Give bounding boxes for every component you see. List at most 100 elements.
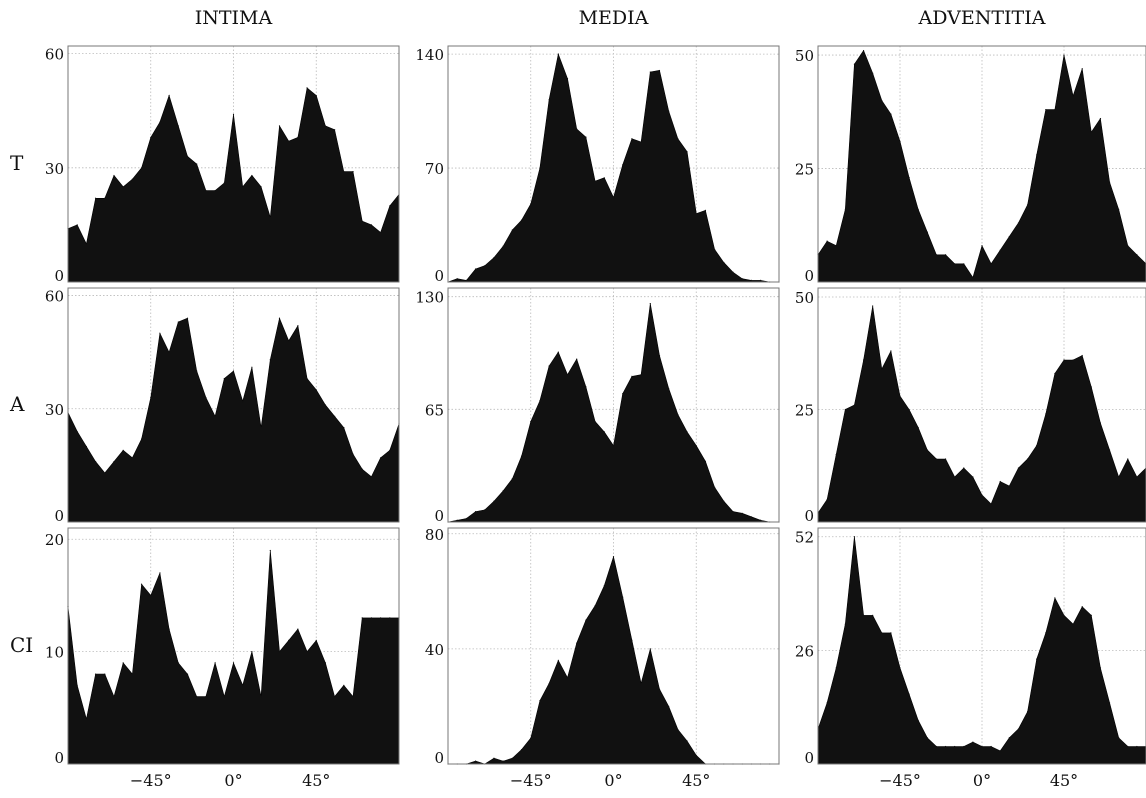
data-point: [150, 396, 152, 399]
y-tick-label: 50: [795, 47, 814, 65]
panel-frame: [67, 45, 400, 283]
column-titles: INTIMA MEDIA ADVENTITIA: [195, 7, 1046, 29]
data-point: [972, 741, 974, 743]
data-point: [1136, 254, 1138, 256]
data-point: [926, 231, 928, 233]
data-point: [548, 365, 550, 367]
data-point: [539, 167, 541, 169]
data-point: [658, 69, 661, 72]
data-point: [714, 248, 716, 251]
data-point: [1054, 108, 1056, 111]
data-point: [566, 77, 569, 80]
data-point: [835, 667, 837, 669]
data-point: [585, 386, 587, 388]
data-point: [232, 113, 235, 116]
data-point: [493, 757, 495, 759]
data-point: [1127, 245, 1129, 247]
panel-a-intima: 0 30 60: [45, 287, 400, 525]
data-point: [881, 368, 883, 370]
data-point: [297, 136, 299, 138]
y-tick-label: 0: [804, 507, 814, 525]
data-point: [899, 667, 901, 669]
data-point: [908, 408, 910, 411]
data-point: [242, 684, 244, 686]
data-point: [214, 662, 216, 664]
data-point: [85, 718, 87, 720]
data-point: [686, 431, 688, 433]
data-point: [990, 503, 992, 505]
data-point: [361, 220, 363, 222]
data-point: [278, 317, 281, 319]
data-point: [622, 596, 624, 598]
data-point: [631, 138, 633, 140]
panel-a-media: 0 65 130: [415, 287, 780, 525]
data-point: [343, 171, 345, 173]
data-point: [315, 94, 317, 97]
data-point: [122, 186, 124, 188]
data-point: [750, 279, 753, 281]
data-point: [76, 224, 78, 226]
data-point: [954, 476, 956, 478]
data-point: [853, 404, 856, 406]
data-point: [890, 632, 892, 634]
data-point: [1136, 745, 1138, 748]
data-point: [917, 426, 919, 429]
data-point: [1017, 467, 1020, 469]
data-point: [881, 99, 883, 102]
data-point: [695, 213, 697, 215]
data-point: [223, 695, 225, 698]
data-point: [1017, 222, 1020, 224]
data-point: [76, 684, 78, 686]
data-point: [1063, 54, 1065, 56]
data-point: [260, 186, 262, 188]
panel-frame: [67, 287, 400, 523]
data-point: [557, 659, 559, 661]
y-tick-label: 25: [795, 402, 814, 420]
data-point: [999, 480, 1001, 483]
area-series: [448, 555, 779, 765]
data-point: [981, 494, 983, 496]
data-point: [844, 623, 846, 625]
data-point: [493, 500, 495, 502]
data-point: [972, 476, 974, 478]
data-point: [1036, 658, 1038, 660]
data-point: [465, 517, 467, 520]
data-point: [278, 651, 281, 653]
data-point: [658, 688, 661, 690]
data-point: [760, 279, 762, 281]
data-point: [520, 749, 523, 751]
column-title-intima: INTIMA: [195, 7, 273, 29]
data-point: [649, 648, 651, 650]
data-point: [306, 651, 308, 653]
data-point: [585, 619, 587, 621]
data-point: [85, 243, 87, 245]
y-tick-label: 70: [425, 160, 444, 178]
data-point: [944, 458, 947, 460]
data-point: [1099, 118, 1102, 120]
data-point: [686, 151, 688, 153]
data-point: [741, 278, 743, 280]
data-point: [104, 472, 106, 474]
data-point: [502, 245, 504, 247]
data-point: [862, 49, 865, 52]
data-point: [1090, 131, 1092, 133]
data-point: [465, 279, 467, 281]
data-point: [1017, 728, 1020, 730]
data-point: [242, 186, 244, 188]
y-tick-label: 0: [434, 507, 444, 525]
data-point: [380, 457, 382, 459]
data-point: [963, 745, 965, 748]
data-point: [1118, 476, 1120, 478]
data-point: [677, 138, 679, 140]
data-point: [493, 256, 495, 259]
panel-frame: [817, 45, 1146, 283]
y-tick-label: 10: [45, 644, 64, 662]
data-point: [223, 377, 225, 380]
data-point: [511, 478, 513, 480]
data-point: [760, 519, 762, 521]
data-point: [603, 431, 605, 433]
data-point: [548, 99, 550, 101]
y-tick-label: 130: [415, 289, 444, 307]
data-point: [214, 190, 216, 192]
panel-ci-media: 0 40 80: [425, 526, 780, 767]
